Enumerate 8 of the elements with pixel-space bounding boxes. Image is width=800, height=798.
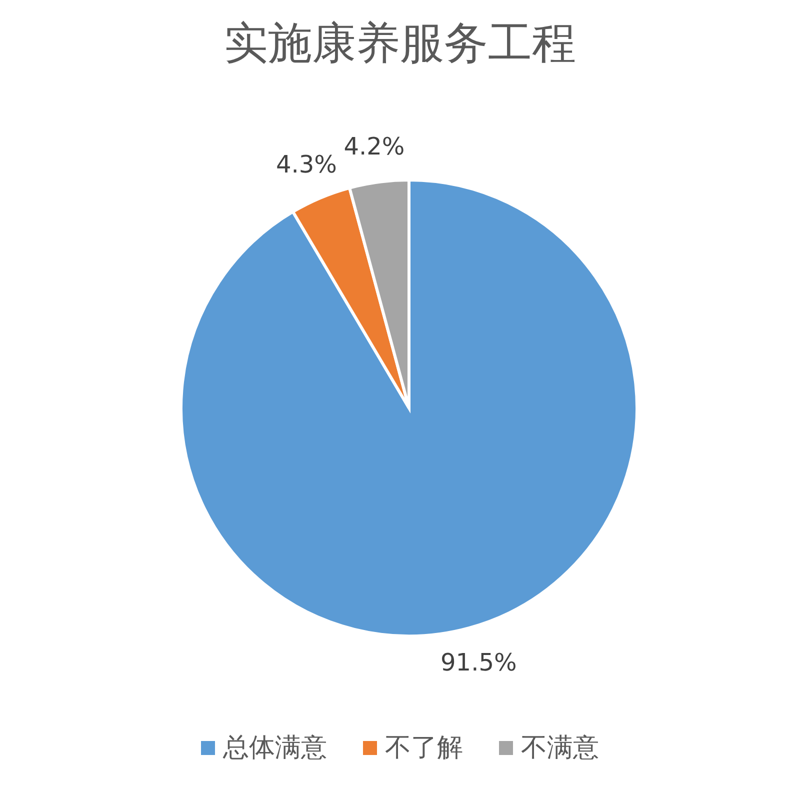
data-label: 4.2% <box>344 132 405 160</box>
legend-label: 不了解 <box>384 732 463 765</box>
data-label: 4.3% <box>276 150 337 179</box>
data-label: 91.5% <box>440 648 517 677</box>
legend-label: 不满意 <box>520 732 599 765</box>
legend-label: 总体满意 <box>222 732 327 765</box>
pie-slice <box>180 178 638 638</box>
chart-title: 实施康养服务工程 <box>223 17 577 71</box>
